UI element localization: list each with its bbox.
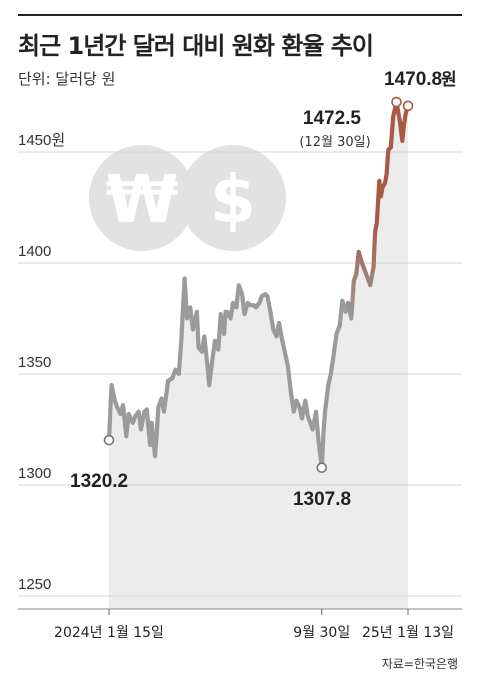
- annotation-label-2024-09-30: 1307.8: [293, 489, 351, 510]
- annotation-marker-2025-01-13: [402, 100, 414, 112]
- x-ticks: 2024년 1월 15일 9월 30일 25년 1월 13일: [54, 609, 454, 641]
- annotation-sublabel-2024-12-30: (12월 30일): [299, 135, 370, 150]
- area-fill: [109, 102, 408, 609]
- x-tick-label-2024-09-30: 9월 30일: [293, 625, 350, 641]
- currency-coins: ₩ $: [89, 145, 286, 251]
- won-coin-glyph: ₩: [106, 161, 179, 238]
- dollar-coin-glyph: $: [210, 161, 256, 238]
- annotation-marker-2024-09-30: [316, 462, 328, 473]
- unit-label: 단위: 달러당 원: [18, 70, 116, 88]
- y-tick-labels: 1450원 1400 1350 1300 1250: [18, 132, 65, 593]
- dollar-coin-icon: [180, 145, 286, 251]
- annotation-marker-2024-12-30: [391, 96, 402, 108]
- series-line-accent: [345, 99, 411, 321]
- chart-title: 최근 1년간 달러 대비 원화 환율 추이: [18, 32, 374, 60]
- x-tick-label-2025-01-13: 25년 1월 13일: [362, 625, 454, 641]
- y-tick-label-1250: 1250: [18, 576, 51, 593]
- annotation-marker-2024-01-15: [103, 434, 115, 446]
- won-coin-icon: [89, 145, 195, 251]
- top-rule: [18, 14, 462, 16]
- y-tick-label-1350: 1350: [18, 354, 51, 371]
- annotation-label-2024-01-15: 1320.2: [70, 471, 128, 492]
- annotation-unit-2025-01-13: 원: [441, 70, 457, 90]
- annotation-label-2025-01-13: 1470.8: [384, 69, 442, 90]
- y-tick-label-1450: 1450원: [18, 132, 65, 149]
- y-tick-label-1400: 1400: [18, 243, 51, 260]
- annotations: 1320.2 1307.8 1472.5 (12월 30일) 1470.8원: [70, 69, 457, 510]
- source-credit: 자료=한국은행: [381, 657, 458, 671]
- x-tick-label-2024-01-15: 2024년 1월 15일: [54, 625, 164, 641]
- series-line-gray: [106, 276, 351, 470]
- y-tick-label-1300: 1300: [18, 465, 51, 482]
- annotation-label-2024-12-30: 1472.5: [303, 108, 362, 129]
- series-lines: [106, 99, 411, 470]
